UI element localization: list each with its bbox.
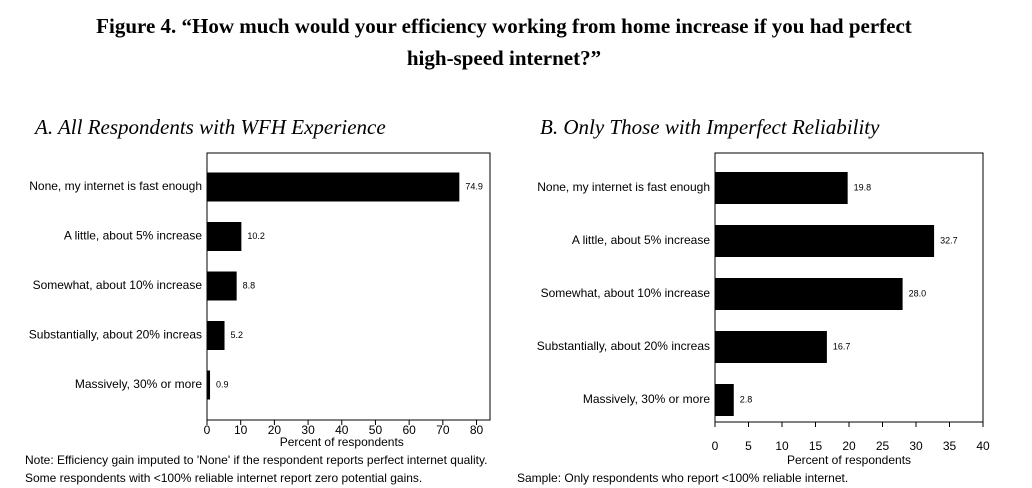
value-label: 32.7 xyxy=(940,235,958,245)
bar xyxy=(207,271,237,301)
bar xyxy=(207,321,225,350)
value-label: 8.8 xyxy=(243,280,256,290)
title-line: high-speed internet?” xyxy=(407,46,601,70)
x-tick-label: 10 xyxy=(775,439,789,453)
x-tick-label: 30 xyxy=(909,439,923,453)
y-tick-label: A little, about 5% increase xyxy=(572,233,710,247)
value-label: 5.2 xyxy=(231,330,244,340)
x-axis-label: Percent of respondents xyxy=(280,435,404,449)
panel-title: A. All Respondents with WFH Experience xyxy=(33,115,386,139)
x-axis-label: Percent of respondents xyxy=(787,453,911,467)
bar xyxy=(207,172,460,202)
bar xyxy=(207,370,211,400)
value-label: 0.9 xyxy=(216,379,229,389)
x-tick-label: 10 xyxy=(234,423,248,437)
y-tick-label: Massively, 30% or more xyxy=(583,392,710,406)
y-tick-label: None, my internet is fast enough xyxy=(537,180,710,194)
figure-title: Figure 4. “How much would your efficienc… xyxy=(96,14,912,70)
bar xyxy=(715,172,848,204)
y-tick-label: Substantially, about 20% increas xyxy=(29,328,202,342)
x-tick-label: 0 xyxy=(204,423,211,437)
x-tick-label: 0 xyxy=(712,439,719,453)
panel-title: B. Only Those with Imperfect Reliability xyxy=(540,115,880,139)
x-tick-label: 20 xyxy=(268,423,282,437)
x-tick-label: 15 xyxy=(809,439,823,453)
note: Note: Efficiency gain imputed to 'None' … xyxy=(25,453,487,467)
x-tick-label: 40 xyxy=(335,423,349,437)
y-tick-label: Massively, 30% or more xyxy=(75,377,202,391)
note: Some respondents with <100% reliable int… xyxy=(25,471,422,485)
bar xyxy=(715,331,827,363)
x-tick-label: 40 xyxy=(976,439,990,453)
x-tick-label: 30 xyxy=(301,423,315,437)
x-tick-label: 5 xyxy=(745,439,752,453)
y-tick-label: A little, about 5% increase xyxy=(64,229,202,243)
title-line: Figure 4. “How much would your efficienc… xyxy=(96,14,912,38)
x-tick-label: 80 xyxy=(470,423,484,437)
value-label: 74.9 xyxy=(465,181,483,191)
value-label: 28.0 xyxy=(909,288,927,298)
y-tick-label: Substantially, about 20% increas xyxy=(537,339,710,353)
bar xyxy=(715,278,903,310)
bar xyxy=(715,225,935,257)
y-tick-label: None, my internet is fast enough xyxy=(29,179,202,193)
value-label: 10.2 xyxy=(247,231,265,241)
x-tick-label: 60 xyxy=(402,423,416,437)
bar xyxy=(207,222,242,251)
x-tick-label: 70 xyxy=(436,423,450,437)
note: Sample: Only respondents who report <100… xyxy=(517,471,848,485)
x-tick-label: 50 xyxy=(369,423,383,437)
x-tick-label: 20 xyxy=(842,439,856,453)
x-tick-label: 25 xyxy=(876,439,890,453)
value-label: 2.8 xyxy=(740,394,753,404)
value-label: 19.8 xyxy=(854,182,872,192)
bar xyxy=(715,384,734,416)
value-label: 16.7 xyxy=(833,341,851,351)
x-tick-label: 35 xyxy=(943,439,957,453)
y-tick-label: Somewhat, about 10% increase xyxy=(541,286,711,300)
y-tick-label: Somewhat, about 10% increase xyxy=(33,278,203,292)
